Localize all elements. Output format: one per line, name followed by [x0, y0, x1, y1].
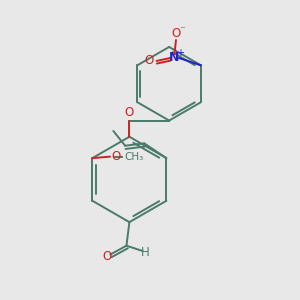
- Text: O: O: [171, 27, 181, 40]
- Text: O: O: [102, 250, 111, 263]
- Text: CH₃: CH₃: [124, 152, 143, 162]
- Text: O: O: [125, 106, 134, 119]
- Text: N: N: [169, 52, 180, 64]
- Text: +: +: [176, 48, 184, 58]
- Text: H: H: [141, 246, 150, 259]
- Text: O: O: [112, 150, 121, 163]
- Text: ⁻: ⁻: [179, 25, 185, 35]
- Text: O: O: [145, 54, 154, 68]
